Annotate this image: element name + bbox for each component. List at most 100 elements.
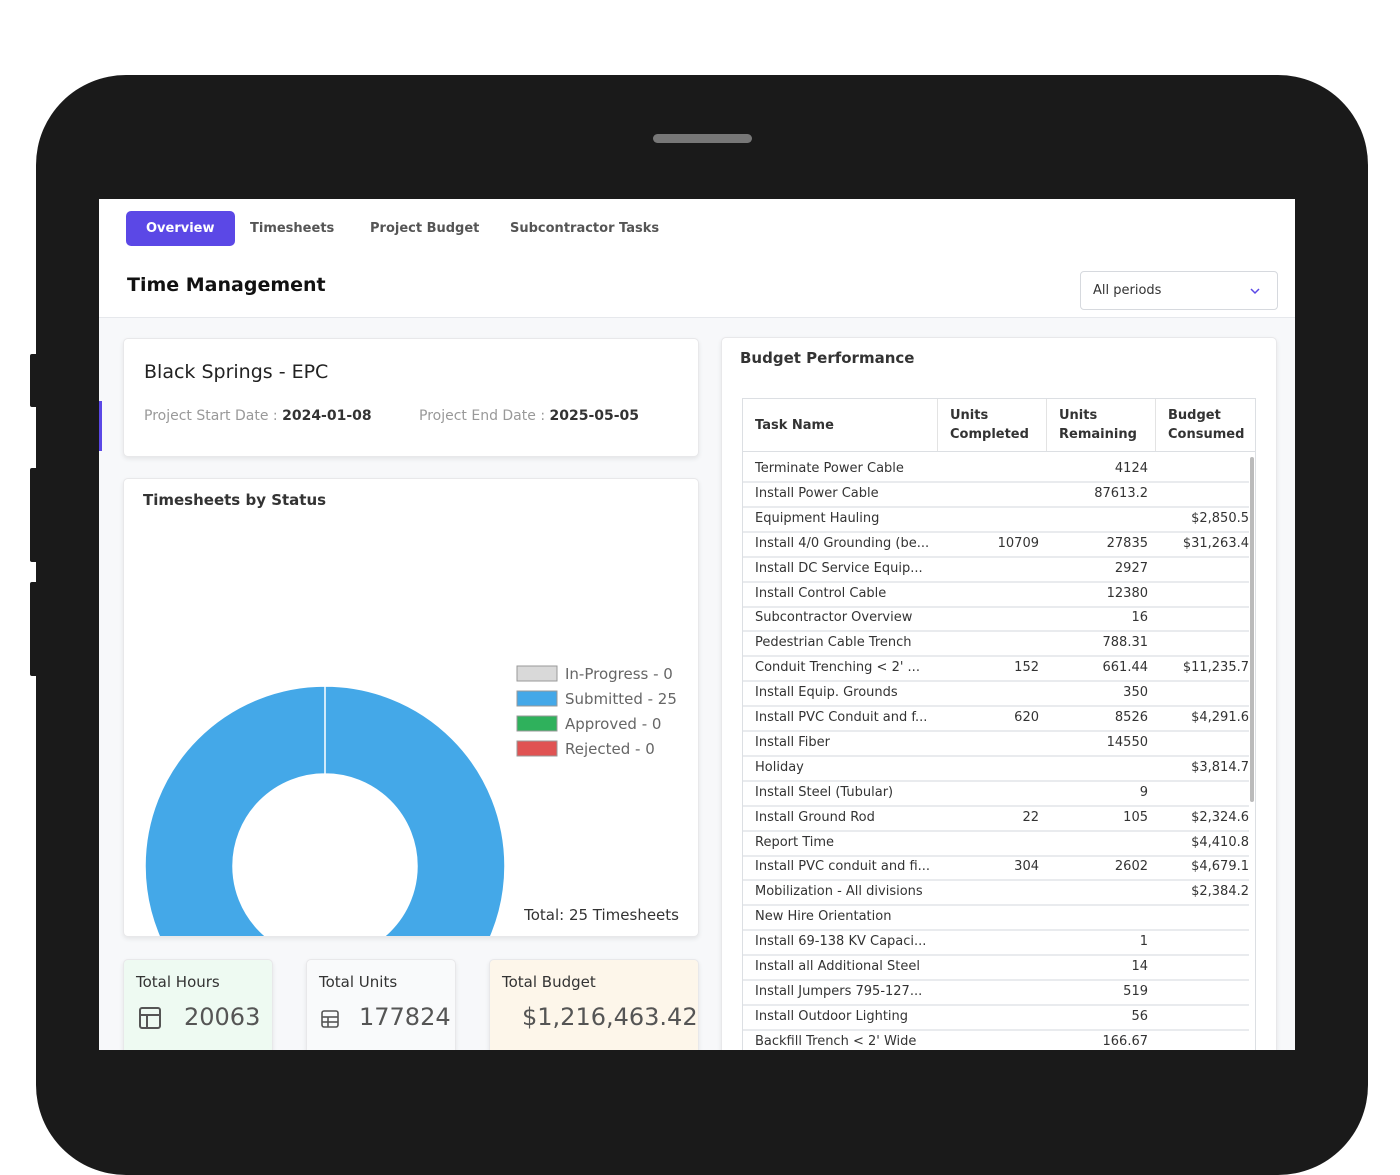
stat-card: Total Units 177824 xyxy=(306,959,456,1050)
table-cell: 14550 xyxy=(1106,734,1148,750)
table-cell: 14 xyxy=(1131,959,1148,974)
table-cell: 2927 xyxy=(1114,560,1148,576)
column-header: Task Name xyxy=(743,399,938,451)
table-cell: $11,235.7 xyxy=(1182,660,1249,676)
label: Project End Date : xyxy=(419,408,550,424)
table-cell: Install DC Service Equip... xyxy=(755,560,923,576)
chevron xyxy=(1250,288,1260,295)
date: 2025-05-05 xyxy=(549,408,640,424)
project-start: Project Start Date : 2024-01-08 xyxy=(144,408,372,424)
table-cell: 2602 xyxy=(1114,859,1148,875)
table-cell: Pedestrian Cable Trench xyxy=(755,635,912,651)
table-cell: New Hire Orientation xyxy=(755,909,892,925)
table-row: Install PVC Conduit and f... 620 8526 $4,29… xyxy=(743,706,1249,732)
stat-card: Total Budget $1,216,463.42 xyxy=(489,959,699,1050)
table-row: Backfill Trench < 2' Wide 166.67 xyxy=(743,1030,1249,1050)
icon xyxy=(139,1007,161,1029)
table-cell: 620 xyxy=(1014,710,1039,725)
table-row: Install Jumpers 795-127... 519 xyxy=(743,980,1249,1006)
table-cell: Install Power Cable xyxy=(755,485,879,501)
nav-bar: Overview Timesheets Project Budget Subco… xyxy=(99,199,1295,258)
stat-label: Total Budget xyxy=(502,973,596,991)
table-cell: 105 xyxy=(1123,809,1148,825)
side-button xyxy=(30,468,38,562)
table-cell: 10709 xyxy=(997,535,1039,551)
period-select[interactable]: All periods xyxy=(1080,271,1278,310)
table-cell: 9 xyxy=(1139,784,1148,800)
table-cell: 788.31 xyxy=(1102,635,1149,651)
table-cell: $2,384.2 xyxy=(1191,884,1249,900)
tab[interactable]: Timesheets xyxy=(250,221,335,236)
table-cell: Install PVC Conduit and f... xyxy=(755,710,928,725)
table-cell: Install Equip. Grounds xyxy=(755,685,898,701)
table-row: New Hire Orientation xyxy=(743,905,1249,932)
legend-swatch xyxy=(516,665,558,682)
period-value: All periods xyxy=(1093,283,1162,298)
table-cell: $4,410.8 xyxy=(1191,834,1249,850)
table-cell: $2,850.5 xyxy=(1191,510,1249,526)
table-cell: 350 xyxy=(1123,685,1148,701)
table-cell: 166.67 xyxy=(1102,1033,1149,1049)
column-header: Units Completed xyxy=(938,399,1047,451)
legend-label: In-Progress - 0 xyxy=(565,665,673,683)
table-cell: Equipment Hauling xyxy=(755,510,880,526)
icon xyxy=(321,1010,339,1028)
chart-title: Timesheets by Status xyxy=(143,491,326,509)
column-header: Budget Consumed xyxy=(1168,408,1245,442)
legend-swatch xyxy=(516,740,558,757)
table-cell: Install Outdoor Lighting xyxy=(755,1008,909,1024)
page-title: Time Management xyxy=(127,274,326,296)
total-label: Total: 25 Timesheets xyxy=(523,906,679,924)
table-cell: $3,814.7 xyxy=(1191,759,1249,775)
table-row: Conduit Trenching < 2' ... 152 661.44 $11,2… xyxy=(743,656,1249,683)
column-header: Units Remaining xyxy=(1047,399,1156,451)
table-cell: $4,291.6 xyxy=(1191,710,1249,725)
budget-card: Budget Performance Task Name Units Comple… xyxy=(721,337,1277,1050)
table-row: Mobilization - All divisions $2,384.2 xyxy=(743,880,1249,907)
legend-label: Approved - 0 xyxy=(565,715,661,733)
table-row: Install Ground Rod 22 105 $2,324.6 xyxy=(743,806,1249,832)
legend-swatch xyxy=(516,715,558,732)
table-cell: 152 xyxy=(1014,660,1039,676)
table-cell: 56 xyxy=(1131,1008,1148,1024)
stat-label: Total Units xyxy=(319,973,398,991)
tab[interactable]: Project Budget xyxy=(370,221,480,236)
screen: Overview Timesheets Project Budget Subco… xyxy=(99,199,1295,1050)
table-row: Pedestrian Cable Trench 788.31 xyxy=(743,631,1249,658)
table-row: Install Control Cable 12380 xyxy=(743,582,1249,608)
table-body: Terminate Power Cable 4124 Install Power C… xyxy=(743,457,1249,1050)
table-cell: 16 xyxy=(1131,610,1148,626)
table-cell: Install Steel (Tubular) xyxy=(755,784,894,800)
table-cell: 661.44 xyxy=(1102,660,1149,676)
side-button xyxy=(30,354,38,407)
table-cell: 27835 xyxy=(1106,535,1148,551)
chart: Timesheets by Status Total: 25 Timesheet… xyxy=(143,491,679,1047)
side-button xyxy=(30,582,38,676)
table-row: Install Fiber 14550 xyxy=(743,731,1249,757)
legend-label: Rejected - 0 xyxy=(565,740,655,758)
table-cell: Subcontractor Overview xyxy=(755,610,913,626)
table-cell: Install PVC conduit and fi... xyxy=(755,859,931,875)
project-card: Black Springs - EPC Project Start Date :… xyxy=(123,338,699,457)
table-row: Equipment Hauling $2,850.5 xyxy=(743,507,1249,533)
table-cell: Install 4/0 Grounding (be... xyxy=(755,535,930,551)
tab[interactable]: Overview xyxy=(126,211,235,246)
table-row: Install 69-138 KV Capaci... 1 xyxy=(743,930,1249,957)
table-cell: Install 69-138 KV Capaci... xyxy=(755,934,927,950)
donut-slice xyxy=(144,685,506,1047)
table-row: Install all Additional Steel 14 xyxy=(743,955,1249,981)
table-cell: 12380 xyxy=(1106,585,1148,601)
table-cell: Install Control Cable xyxy=(755,585,887,601)
table-cell: 304 xyxy=(1014,859,1039,875)
stat-label: Total Hours xyxy=(136,973,220,991)
tab[interactable]: Subcontractor Tasks xyxy=(510,221,660,236)
table-title: Budget Performance xyxy=(740,349,915,367)
header: Time Management All periods xyxy=(99,257,1295,318)
table-cell: 87613.2 xyxy=(1094,485,1148,501)
table-header: Task Name Units Completed Units Remaining B… xyxy=(743,399,1255,452)
table-cell: 22 xyxy=(1022,809,1039,825)
table-cell: Holiday xyxy=(755,759,804,775)
project-name: Black Springs - EPC xyxy=(144,361,329,383)
table-cell: 4124 xyxy=(1114,461,1148,476)
table-cell: Terminate Power Cable xyxy=(755,461,904,476)
